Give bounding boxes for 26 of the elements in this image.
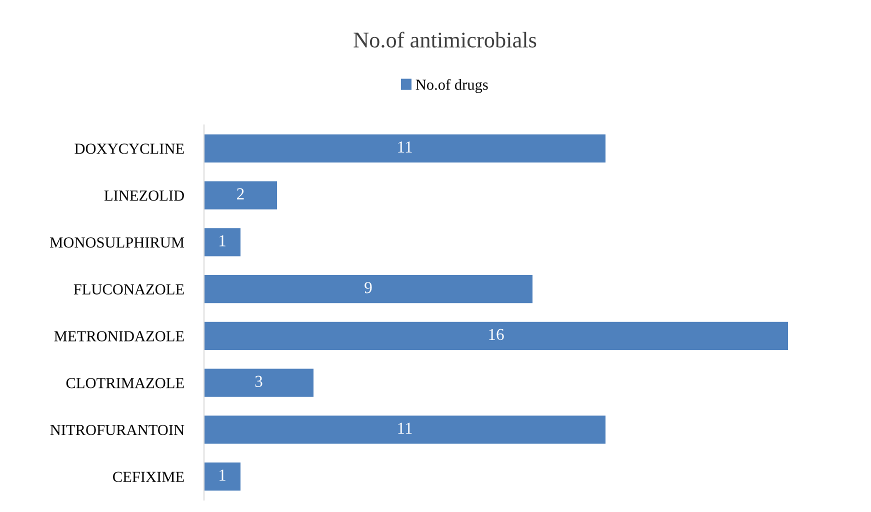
y-tick-label: CEFIXIME [113,472,184,482]
data-label: 1 [220,235,226,246]
data-label: 11 [398,422,412,434]
y-tick-label: FLUCONAZOLE [74,284,184,295]
y-tick-label: CLOTRIMAZOLE [66,378,184,388]
data-label: 3 [255,376,262,387]
data-label: 16 [489,328,504,340]
y-tick-label: METRONIDAZOLE [54,331,184,342]
bar [204,181,277,210]
y-tick-label: DOXYCYCLINE [74,144,184,154]
bar [204,275,532,304]
bar [204,462,240,491]
bar [204,228,240,256]
bar [204,134,606,162]
data-label: 1 [220,470,226,481]
data-label: 11 [398,141,412,152]
bar [204,368,314,397]
y-tick-label: MONOSULPHIRUM [50,237,184,248]
bar [204,322,788,350]
legend-label: No.of drugs [416,78,488,94]
bar [204,416,606,444]
chart-title: No.of antimicrobials [354,32,536,48]
y-tick-label: NITROFURANTOIN [50,424,184,436]
data-label: 9 [364,282,372,294]
y-tick-label: LINEZOLID [104,190,184,201]
data-label: 2 [237,188,244,200]
